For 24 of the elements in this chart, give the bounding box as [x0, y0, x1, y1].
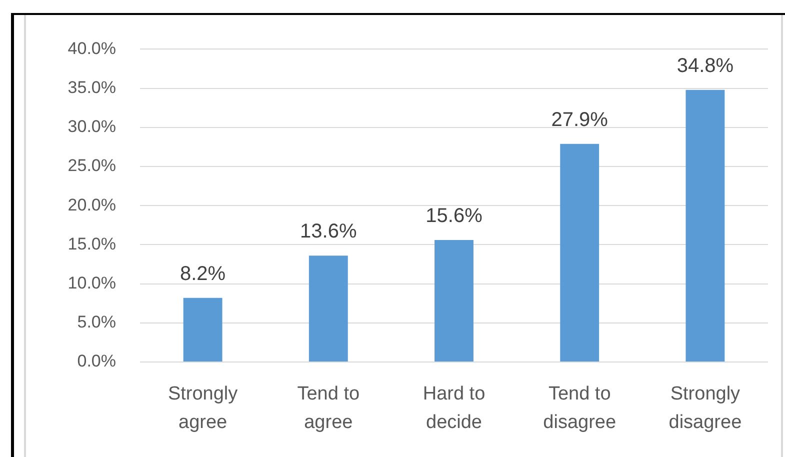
bar [434, 240, 474, 362]
data-label: 27.9% [551, 108, 608, 131]
y-tick-label: 5.0% [77, 312, 116, 332]
x-tick-label: Tend to disagree [543, 383, 616, 433]
x-tick-label: Hard to decide [422, 383, 486, 433]
bar [308, 256, 348, 362]
data-label: 8.2% [180, 262, 226, 285]
data-label: 34.8% [676, 54, 734, 77]
x-tick-label: Tend to agree [297, 383, 360, 433]
y-tick-label: 0.0% [77, 352, 116, 371]
y-tick-label: 25.0% [68, 156, 116, 176]
y-tick-label: 35.0% [68, 78, 116, 97]
y-tick-label: 10.0% [68, 273, 116, 292]
x-tick-label: Strongly agree [168, 383, 238, 433]
y-tick-label: 15.0% [68, 234, 116, 254]
y-tick-label: 30.0% [68, 117, 116, 136]
data-label: 15.6% [426, 205, 483, 228]
bar [560, 144, 600, 362]
y-tick-label: 20.0% [68, 195, 116, 214]
y-tick-label: 40.0% [68, 38, 116, 58]
x-tick-label: Strongly disagree [668, 383, 742, 433]
bar [686, 90, 725, 362]
data-label: 13.6% [300, 220, 357, 243]
bar [183, 298, 222, 362]
